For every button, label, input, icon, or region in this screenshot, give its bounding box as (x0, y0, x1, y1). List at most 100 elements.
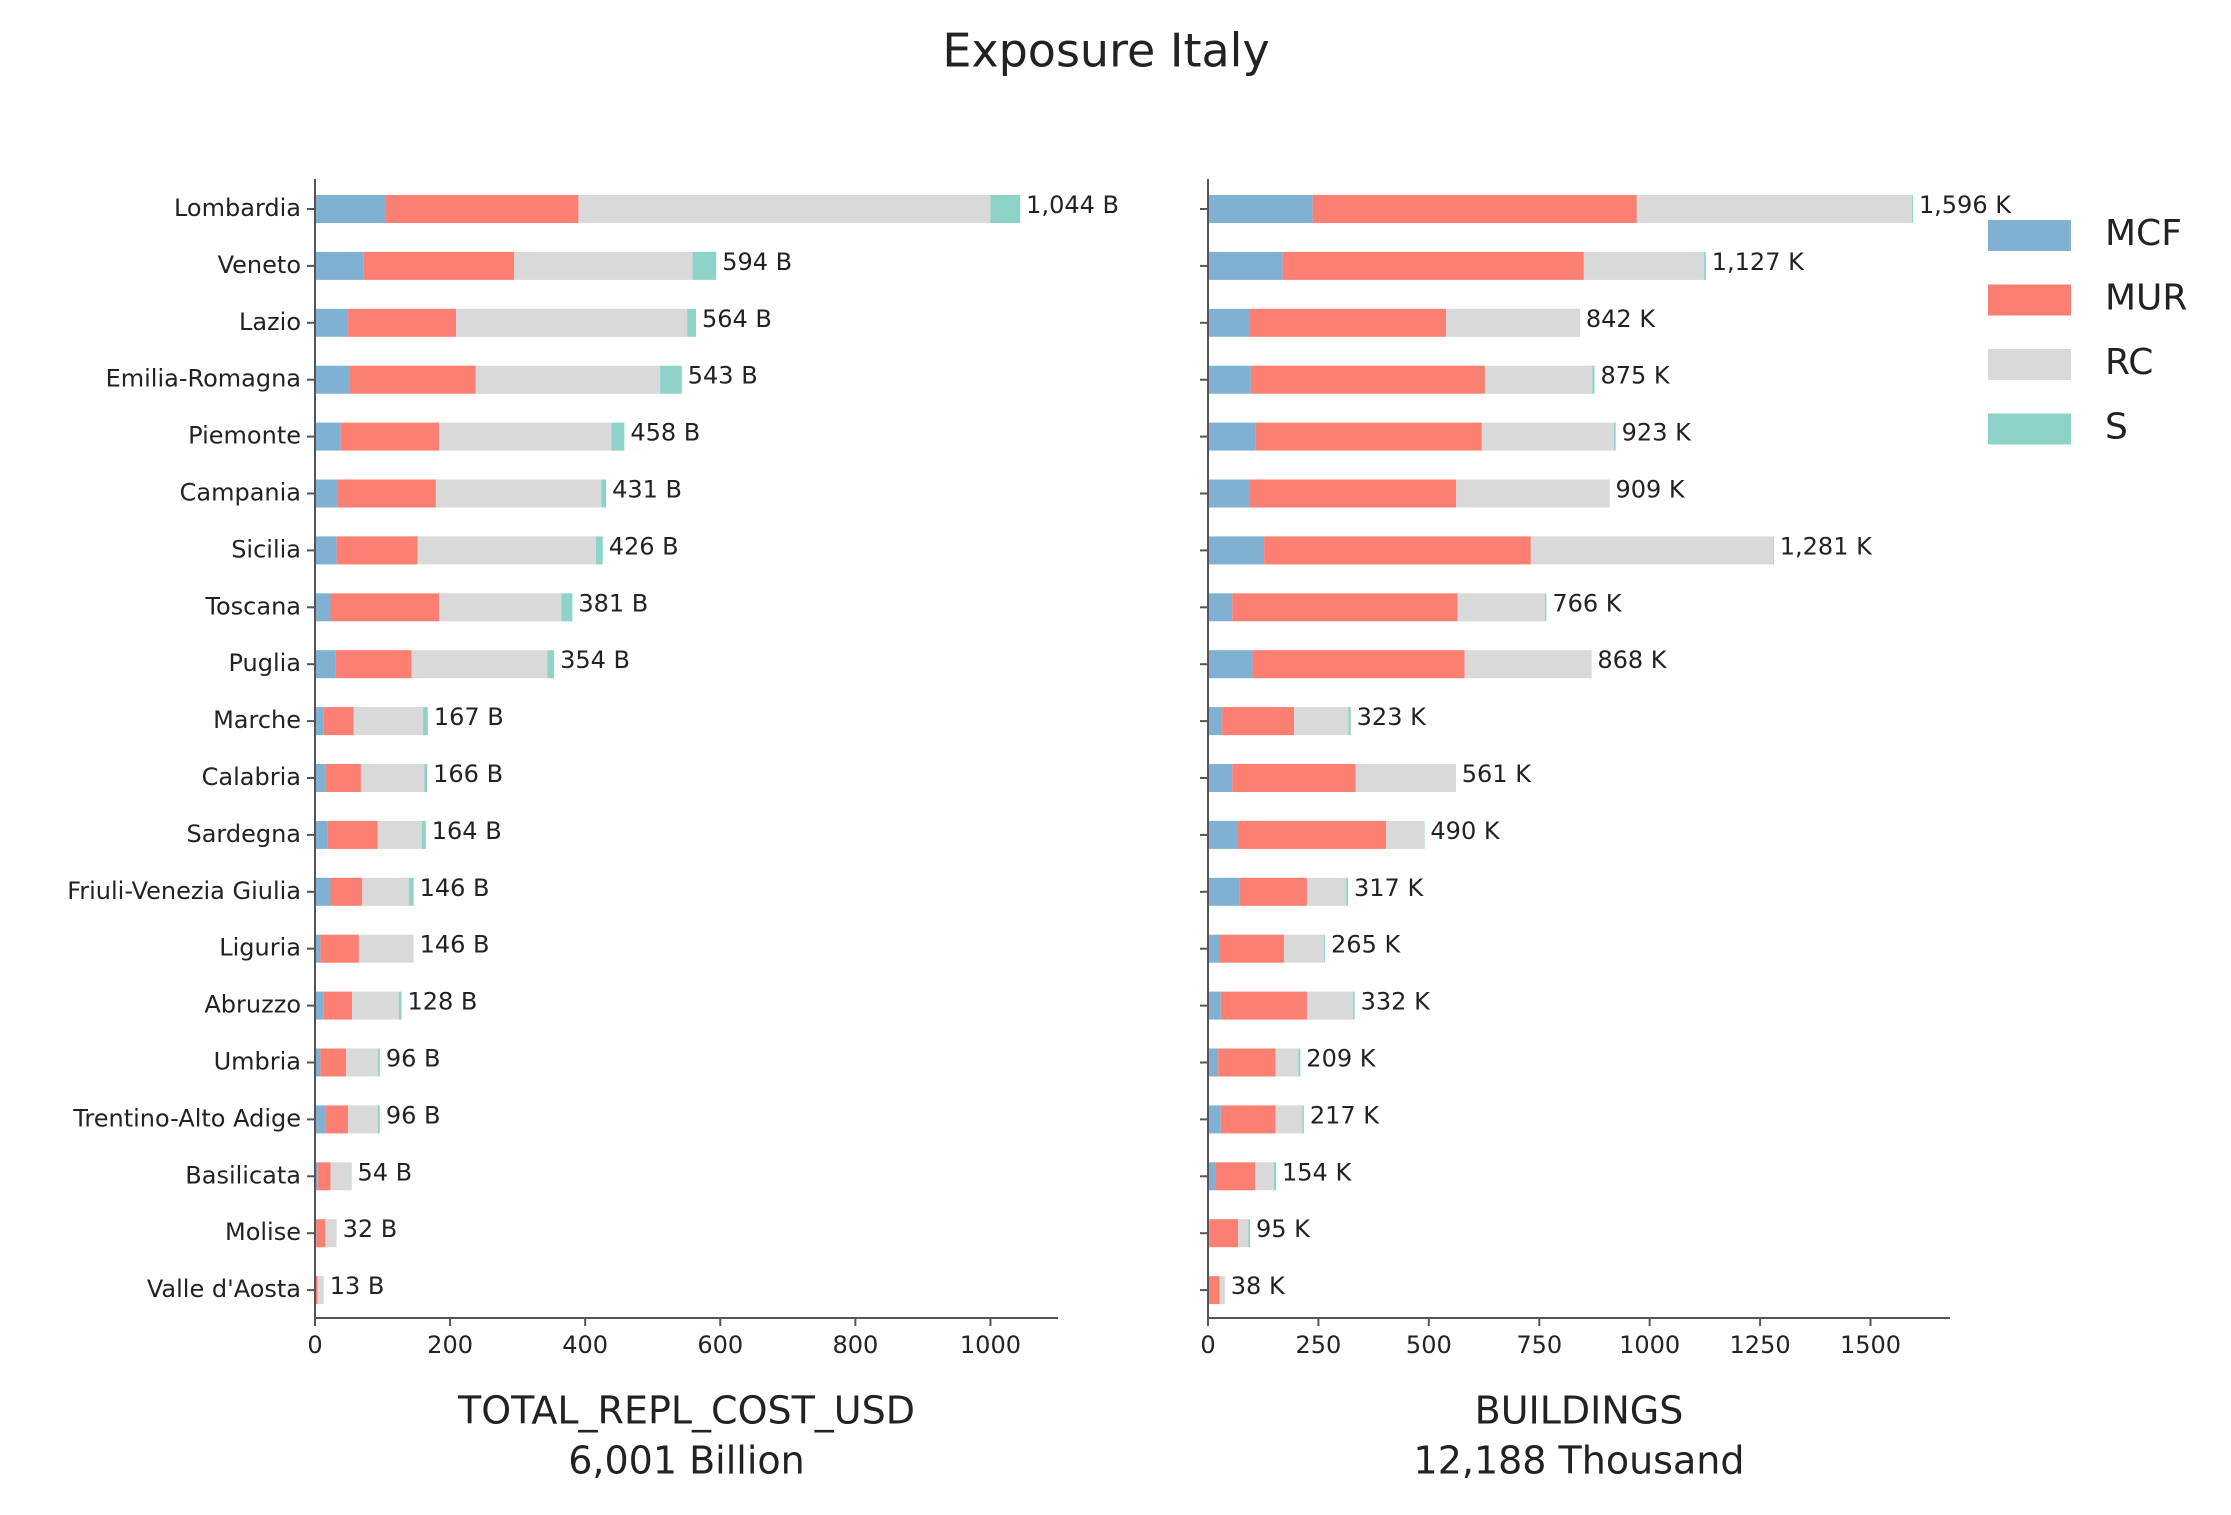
bar-segment (315, 1105, 325, 1133)
bar-segment (1704, 252, 1706, 280)
bar-segment (1208, 195, 1313, 223)
bar-segment (476, 366, 660, 394)
bar-segment (1232, 593, 1457, 621)
value-label: 1,127 K (1712, 248, 1805, 276)
bar-segment (1208, 252, 1283, 280)
bar-segment (1637, 195, 1912, 223)
bar-segment (693, 252, 717, 280)
bar-segment (1238, 821, 1386, 849)
value-label: 923 K (1622, 419, 1692, 447)
value-label: 217 K (1310, 1101, 1380, 1129)
bar-segment (1250, 480, 1457, 508)
y-tick-label: Friuli-Venezia Giulia (67, 877, 301, 905)
value-label: 95 K (1256, 1215, 1311, 1243)
bar-segment (1274, 1162, 1276, 1190)
legend-swatch (1988, 414, 2071, 445)
x-tick-label: 1000 (1619, 1331, 1680, 1359)
bar-segment (1283, 252, 1584, 280)
bar-segment (354, 707, 424, 735)
bar-segment (1221, 992, 1307, 1020)
bar-segment (324, 707, 354, 735)
value-label: 426 B (609, 532, 679, 560)
value-label: 265 K (1331, 931, 1401, 959)
bar-segment (1208, 536, 1264, 564)
bar-segment (315, 309, 348, 337)
bar-segment (1531, 536, 1773, 564)
bar-segment (337, 536, 418, 564)
bar-segment (578, 195, 990, 223)
bar-segment (1238, 1219, 1248, 1247)
bar-segment (562, 593, 573, 621)
bar-segment (331, 878, 363, 906)
bar-segment (318, 1162, 331, 1190)
bar-segment (378, 1105, 380, 1133)
bar-segment (1248, 1219, 1250, 1247)
bar-segment (1208, 1049, 1218, 1077)
value-label: 766 K (1552, 589, 1622, 617)
bar-segment (1208, 821, 1238, 849)
bar-segment (1232, 764, 1355, 792)
bar-segment (1219, 935, 1283, 963)
value-label: 146 B (420, 931, 490, 959)
y-tick-label: Campania (180, 479, 301, 507)
x-tick-label: 750 (1516, 1331, 1562, 1359)
bar-segment (1299, 1049, 1301, 1077)
bar-segment (331, 593, 440, 621)
bar-segment (378, 1049, 380, 1077)
bar-segment (1386, 821, 1424, 849)
bar-segment (439, 423, 611, 451)
value-label: 166 B (433, 760, 503, 788)
bar-segment (1353, 992, 1355, 1020)
bar-segment (1208, 593, 1232, 621)
bar-segment (424, 764, 427, 792)
bar-segment (1307, 992, 1353, 1020)
bar-segment (409, 878, 414, 906)
bar-segment (399, 992, 402, 1020)
bar-segment (335, 650, 411, 678)
bar-segment (514, 252, 692, 280)
bar-segment (315, 536, 337, 564)
bar-segment (1592, 366, 1594, 394)
bar-segment (1215, 1162, 1255, 1190)
bar-segment (1465, 650, 1591, 678)
value-label: 96 B (386, 1101, 441, 1129)
bar-segment (1294, 707, 1348, 735)
value-label: 594 B (722, 248, 792, 276)
value-label: 1,281 K (1780, 532, 1873, 560)
bar-segment (320, 935, 359, 963)
bar-segment (1208, 878, 1239, 906)
bar-segment (1458, 593, 1545, 621)
bar-segment (412, 650, 548, 678)
value-label: 164 B (432, 817, 502, 845)
x-axis-label: BUILDINGS (1475, 1389, 1684, 1433)
bar-segment (1356, 764, 1456, 792)
x-tick-label: 400 (562, 1331, 608, 1359)
legend-label: MUR (2105, 278, 2187, 319)
y-tick-label: Calabria (202, 763, 301, 791)
x-axis-total: 6,001 Billion (568, 1439, 805, 1483)
x-tick-label: 1000 (960, 1331, 1021, 1359)
bar-segment (612, 423, 625, 451)
bar-segment (1251, 366, 1485, 394)
bar-segment (324, 992, 352, 1020)
legend-label: RC (2105, 342, 2153, 383)
value-label: 317 K (1354, 874, 1424, 902)
value-label: 146 B (420, 874, 490, 902)
bar-segment (315, 195, 386, 223)
x-tick-label: 800 (832, 1331, 878, 1359)
bar-segment (1264, 536, 1531, 564)
chart-title: Exposure Italy (942, 24, 1269, 78)
x-tick-label: 600 (697, 1331, 743, 1359)
value-label: 96 B (386, 1045, 441, 1073)
y-tick-label: Toscana (204, 592, 301, 620)
legend-label: S (2105, 407, 2128, 448)
y-tick-label: Lazio (239, 308, 301, 336)
bar-segment (1348, 707, 1350, 735)
value-label: 868 K (1597, 646, 1667, 674)
bar-segment (422, 821, 426, 849)
y-tick-label: Umbria (214, 1048, 301, 1076)
bar-segment (1284, 935, 1324, 963)
bar-segment (349, 366, 475, 394)
